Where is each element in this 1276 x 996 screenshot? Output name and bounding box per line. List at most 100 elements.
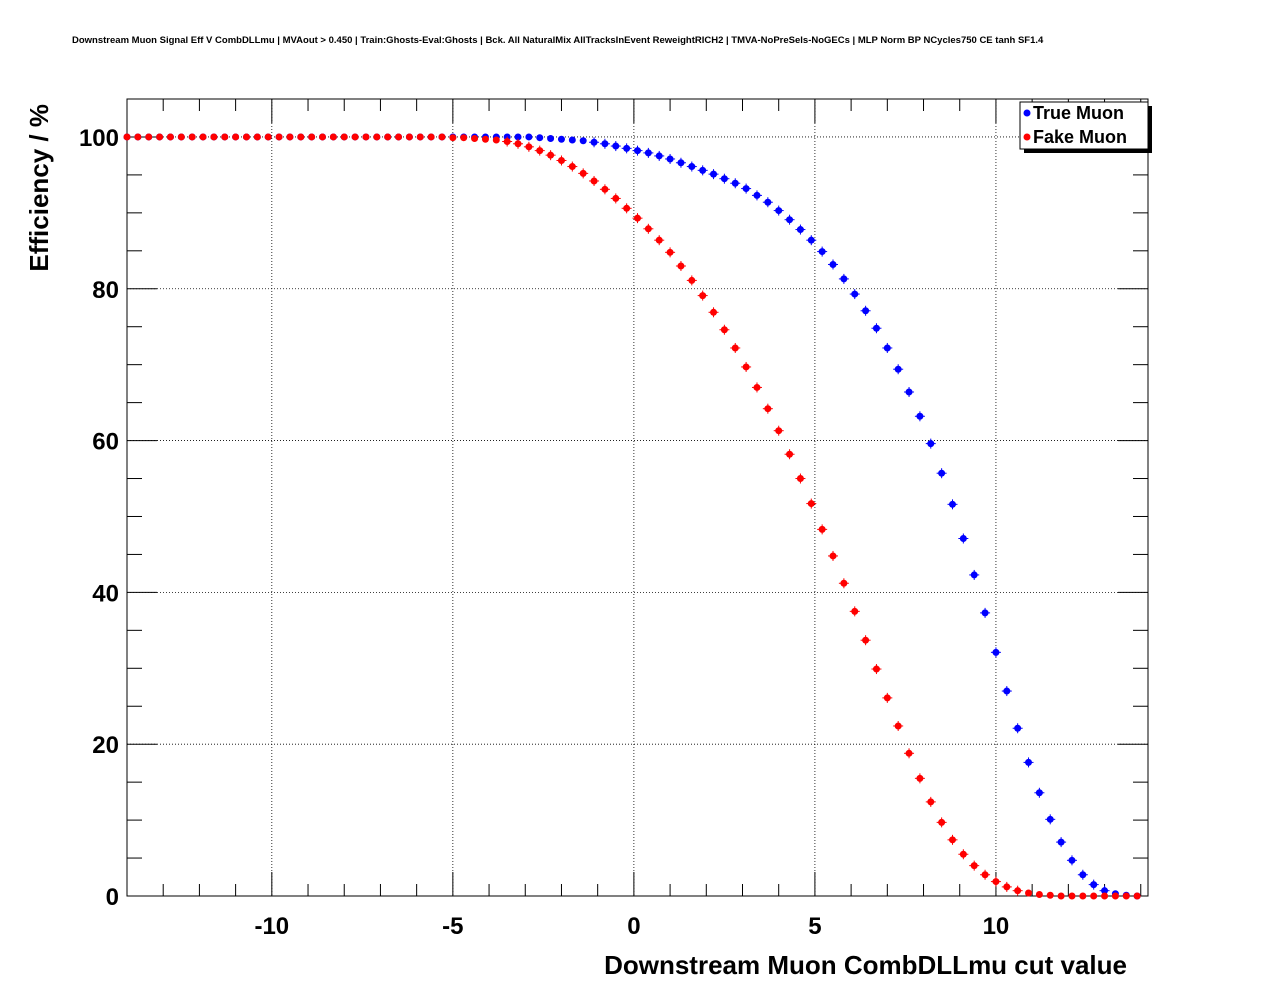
data-point [655, 152, 663, 160]
data-point [232, 133, 240, 141]
data-point [1046, 815, 1054, 823]
data-point [644, 149, 652, 157]
data-point [1025, 889, 1033, 897]
data-point [948, 836, 956, 844]
y-tick-label: 100 [79, 125, 119, 152]
data-point [525, 143, 533, 151]
y-tick-label: 20 [92, 732, 119, 759]
data-point [557, 135, 565, 143]
data-point [579, 137, 587, 145]
data-point [253, 133, 261, 141]
data-point [872, 665, 880, 673]
legend-box [1019, 101, 1149, 150]
data-point [384, 133, 392, 141]
data-point [959, 534, 967, 542]
series-true-muon [123, 133, 1141, 900]
data-point [948, 500, 956, 508]
data-point [1035, 890, 1043, 898]
data-point [992, 878, 1000, 886]
data-point [1046, 891, 1054, 899]
data-point [775, 427, 783, 435]
y-tick-labels: 0 20 40 60 80 100 [79, 125, 119, 911]
data-point [427, 133, 435, 141]
data-point [1025, 758, 1033, 766]
data-point [210, 133, 218, 141]
data-point [308, 133, 316, 141]
legend-marker-true-muon [1023, 109, 1031, 117]
data-point [634, 147, 641, 155]
data-point [731, 344, 739, 352]
data-point [731, 179, 739, 187]
data-point [677, 159, 685, 167]
data-point [699, 292, 707, 300]
data-point [894, 722, 902, 730]
data-point [1133, 892, 1141, 900]
data-point [1079, 892, 1087, 900]
data-point [1101, 887, 1109, 895]
data-point [851, 607, 859, 615]
data-point [145, 133, 153, 141]
y-tick-label: 60 [92, 429, 119, 456]
data-point [916, 412, 924, 420]
data-point [818, 248, 826, 256]
data-point [481, 135, 489, 143]
data-point [786, 450, 794, 458]
data-point [720, 175, 728, 183]
data-point [156, 133, 164, 141]
x-tick-label: 10 [983, 913, 1010, 940]
data-point [807, 236, 815, 244]
series-fake-muon [123, 133, 1141, 900]
data-point [1079, 871, 1087, 879]
data-point [568, 163, 576, 171]
data-point [1101, 892, 1109, 900]
data-point [753, 383, 761, 391]
x-tick-label: -5 [442, 913, 463, 940]
data-point [905, 388, 913, 396]
data-point [666, 248, 674, 256]
data-point [796, 226, 804, 234]
data-point [395, 133, 403, 141]
data-point [623, 144, 631, 152]
data-point [1068, 892, 1076, 900]
data-point [970, 571, 978, 579]
data-point [796, 475, 804, 483]
data-point [601, 140, 609, 148]
legend-marker-fake-muon [1023, 133, 1031, 141]
data-point [221, 133, 229, 141]
data-point [340, 133, 348, 141]
legend-label-fake-muon: Fake Muon [1033, 127, 1127, 147]
data-point [188, 133, 196, 141]
plot-frame [126, 98, 1149, 897]
data-point [862, 636, 870, 644]
data-point [547, 134, 555, 142]
axis-ticks [126, 98, 1148, 897]
data-point [742, 363, 750, 371]
data-point [514, 140, 522, 148]
data-point [742, 185, 750, 193]
data-point [807, 500, 815, 508]
x-tick-label: 0 [627, 913, 640, 940]
series-layer [123, 133, 1141, 900]
data-point [938, 469, 946, 477]
data-point [351, 133, 359, 141]
data-point [1111, 892, 1119, 900]
data-point [612, 194, 620, 202]
data-point [927, 798, 935, 806]
data-point [1057, 838, 1065, 846]
legend: True Muon Fake Muon [1019, 101, 1152, 153]
data-point [938, 818, 946, 826]
data-point [634, 214, 641, 222]
y-tick-label: 40 [92, 580, 119, 607]
data-point [829, 552, 837, 560]
data-point [764, 405, 772, 413]
data-point [710, 170, 718, 178]
data-point [1090, 892, 1098, 900]
data-point [492, 136, 500, 144]
y-tick-label: 80 [92, 277, 119, 304]
data-point [373, 133, 381, 141]
data-point [612, 142, 620, 150]
data-point [883, 344, 891, 352]
y-axis-title: Efficiency / % [24, 104, 54, 272]
data-point [1122, 892, 1130, 900]
data-point [829, 260, 837, 268]
